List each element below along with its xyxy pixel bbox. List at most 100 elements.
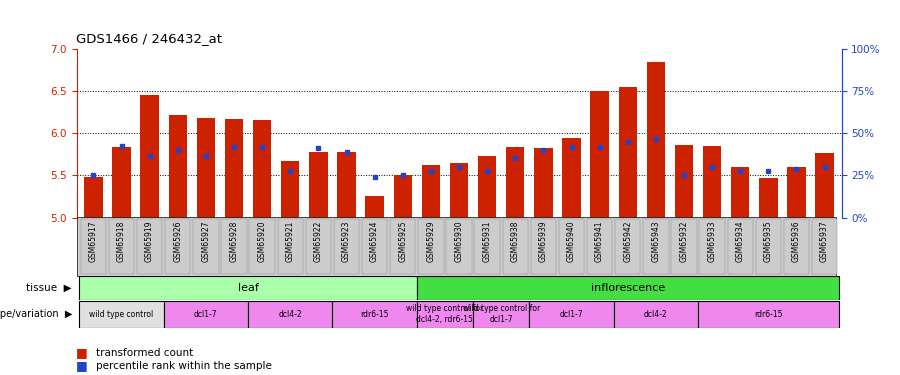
Text: ■: ■ xyxy=(76,346,92,359)
Bar xyxy=(225,119,243,218)
Text: GSM65927: GSM65927 xyxy=(202,220,211,262)
Text: GSM65928: GSM65928 xyxy=(230,220,238,262)
FancyBboxPatch shape xyxy=(76,217,836,276)
Bar xyxy=(422,165,440,218)
Text: ■: ■ xyxy=(76,359,92,372)
Bar xyxy=(590,91,608,218)
Bar xyxy=(562,138,580,218)
Bar xyxy=(478,156,496,218)
Text: wild type control for
dcl1-7: wild type control for dcl1-7 xyxy=(463,304,540,324)
Bar xyxy=(112,147,130,218)
Text: GSM65917: GSM65917 xyxy=(89,220,98,262)
FancyBboxPatch shape xyxy=(502,219,528,274)
Text: GSM65936: GSM65936 xyxy=(792,220,801,262)
Text: GSM65935: GSM65935 xyxy=(764,220,773,262)
FancyBboxPatch shape xyxy=(362,219,387,274)
Text: wild type control for
dcl4-2, rdr6-15: wild type control for dcl4-2, rdr6-15 xyxy=(406,304,483,324)
Text: GSM65937: GSM65937 xyxy=(820,220,829,262)
FancyBboxPatch shape xyxy=(81,219,106,274)
Text: percentile rank within the sample: percentile rank within the sample xyxy=(96,361,272,370)
FancyBboxPatch shape xyxy=(194,219,219,274)
Bar xyxy=(450,163,468,218)
Text: GSM65943: GSM65943 xyxy=(652,220,661,262)
FancyBboxPatch shape xyxy=(277,219,303,274)
FancyBboxPatch shape xyxy=(473,301,529,328)
FancyBboxPatch shape xyxy=(784,219,809,274)
Text: dcl1-7: dcl1-7 xyxy=(560,310,583,319)
Text: wild type control: wild type control xyxy=(89,310,154,319)
Text: GSM65930: GSM65930 xyxy=(454,220,464,262)
FancyBboxPatch shape xyxy=(306,219,331,274)
Bar xyxy=(647,62,665,217)
FancyBboxPatch shape xyxy=(699,219,725,274)
FancyBboxPatch shape xyxy=(418,219,444,274)
FancyBboxPatch shape xyxy=(165,219,191,274)
FancyBboxPatch shape xyxy=(529,301,614,328)
FancyBboxPatch shape xyxy=(332,301,417,328)
Text: GSM65941: GSM65941 xyxy=(595,220,604,262)
Bar xyxy=(338,152,356,217)
FancyBboxPatch shape xyxy=(137,219,162,274)
Text: GSM65934: GSM65934 xyxy=(735,220,744,262)
Bar xyxy=(85,177,103,218)
Bar xyxy=(168,115,187,218)
FancyBboxPatch shape xyxy=(417,276,839,300)
FancyBboxPatch shape xyxy=(756,219,781,274)
Text: dcl4-2: dcl4-2 xyxy=(278,310,302,319)
Text: GDS1466 / 246432_at: GDS1466 / 246432_at xyxy=(76,32,222,45)
FancyBboxPatch shape xyxy=(474,219,500,274)
Bar xyxy=(140,95,158,218)
Bar xyxy=(310,152,328,217)
Text: GSM65924: GSM65924 xyxy=(370,220,379,262)
FancyBboxPatch shape xyxy=(587,219,612,274)
Text: GSM65942: GSM65942 xyxy=(623,220,632,262)
Text: GSM65920: GSM65920 xyxy=(257,220,266,262)
FancyBboxPatch shape xyxy=(334,219,359,274)
Text: GSM65932: GSM65932 xyxy=(680,220,688,262)
Text: GSM65923: GSM65923 xyxy=(342,220,351,262)
Text: transformed count: transformed count xyxy=(96,348,194,357)
FancyBboxPatch shape xyxy=(164,301,248,328)
Text: GSM65926: GSM65926 xyxy=(173,220,182,262)
FancyBboxPatch shape xyxy=(812,219,837,274)
FancyBboxPatch shape xyxy=(644,219,669,274)
Text: rdr6-15: rdr6-15 xyxy=(754,310,783,319)
Bar xyxy=(281,161,300,218)
Text: GSM65918: GSM65918 xyxy=(117,220,126,262)
FancyBboxPatch shape xyxy=(446,219,472,274)
FancyBboxPatch shape xyxy=(390,219,416,274)
Text: GSM65919: GSM65919 xyxy=(145,220,154,262)
FancyBboxPatch shape xyxy=(727,219,753,274)
FancyBboxPatch shape xyxy=(79,301,164,328)
Text: GSM65921: GSM65921 xyxy=(286,220,295,262)
Text: GSM65938: GSM65938 xyxy=(511,220,520,262)
Bar xyxy=(393,176,412,217)
Text: tissue  ▶: tissue ▶ xyxy=(26,283,72,293)
Text: genotype/variation  ▶: genotype/variation ▶ xyxy=(0,309,72,319)
Bar xyxy=(703,146,721,218)
Text: rdr6-15: rdr6-15 xyxy=(360,310,389,319)
FancyBboxPatch shape xyxy=(671,219,697,274)
FancyBboxPatch shape xyxy=(417,301,473,328)
Text: leaf: leaf xyxy=(238,283,258,293)
FancyBboxPatch shape xyxy=(248,301,332,328)
FancyBboxPatch shape xyxy=(698,301,839,328)
FancyBboxPatch shape xyxy=(249,219,274,274)
Text: GSM65939: GSM65939 xyxy=(539,220,548,262)
Bar xyxy=(506,147,525,218)
Bar xyxy=(675,145,693,218)
FancyBboxPatch shape xyxy=(109,219,134,274)
Bar xyxy=(197,118,215,218)
FancyBboxPatch shape xyxy=(531,219,556,274)
Bar xyxy=(815,153,833,218)
FancyBboxPatch shape xyxy=(615,219,641,274)
Text: inflorescence: inflorescence xyxy=(590,283,665,293)
Bar xyxy=(731,167,750,218)
Bar xyxy=(253,120,271,218)
Bar xyxy=(535,148,553,217)
FancyBboxPatch shape xyxy=(79,276,417,300)
Text: GSM65933: GSM65933 xyxy=(707,220,716,262)
Text: GSM65929: GSM65929 xyxy=(427,220,436,262)
Bar xyxy=(788,167,806,218)
Text: dcl4-2: dcl4-2 xyxy=(644,310,668,319)
